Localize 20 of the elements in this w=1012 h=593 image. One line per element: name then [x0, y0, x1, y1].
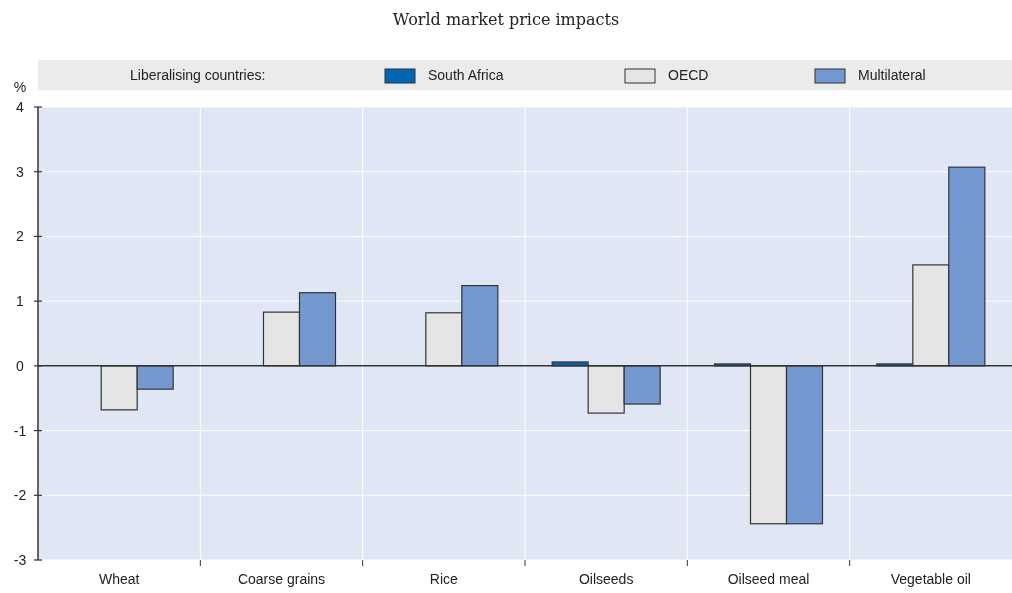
x-tick-label: Oilseeds — [578, 571, 634, 587]
y-tick-label: -1 — [13, 422, 27, 439]
y-axis-title: % — [13, 79, 27, 95]
x-tick-label: Coarse grains — [237, 571, 326, 587]
legend-title: Liberalising countries: — [130, 67, 266, 83]
chart-title: World market price impacts — [392, 10, 620, 29]
x-tick-label: Oilseed meal — [727, 571, 810, 587]
x-tick-label: Wheat — [98, 571, 140, 587]
y-tick-label: 3 — [16, 163, 25, 180]
legend-label: South Africa — [428, 67, 504, 83]
y-tick-label: 1 — [16, 293, 25, 310]
y-tick-label: -2 — [13, 487, 27, 504]
y-tick-label: 2 — [16, 228, 25, 245]
y-tick-label: 0 — [16, 357, 25, 374]
x-tick-label: Vegetable oil — [890, 571, 971, 587]
y-tick-label: 4 — [16, 99, 25, 115]
legend-label: Multilateral — [858, 67, 926, 83]
legend-label: OECD — [668, 67, 709, 83]
y-tick-label: -3 — [13, 552, 27, 568]
x-tick-label: Rice — [429, 571, 459, 587]
